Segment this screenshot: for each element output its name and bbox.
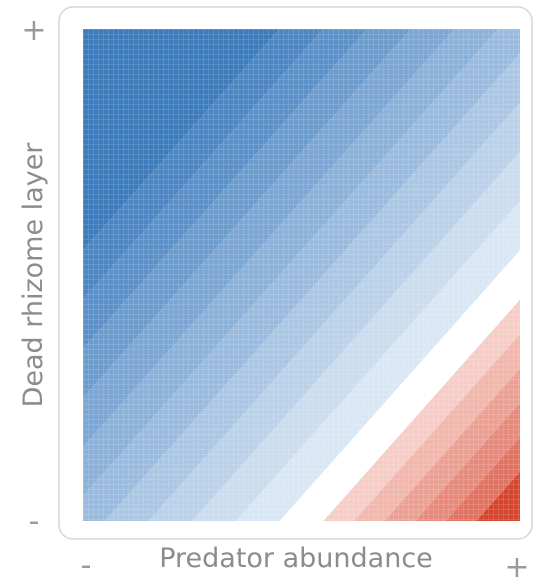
heatmap-grid — [83, 29, 520, 521]
x-tick-left: - — [81, 548, 92, 583]
y-tick-top: + — [21, 13, 46, 48]
x-tick-right: + — [504, 550, 529, 585]
y-axis-label: Dead rhizome layer — [18, 142, 49, 408]
y-tick-bottom: - — [29, 504, 40, 539]
x-axis-label: Predator abundance — [159, 543, 433, 574]
